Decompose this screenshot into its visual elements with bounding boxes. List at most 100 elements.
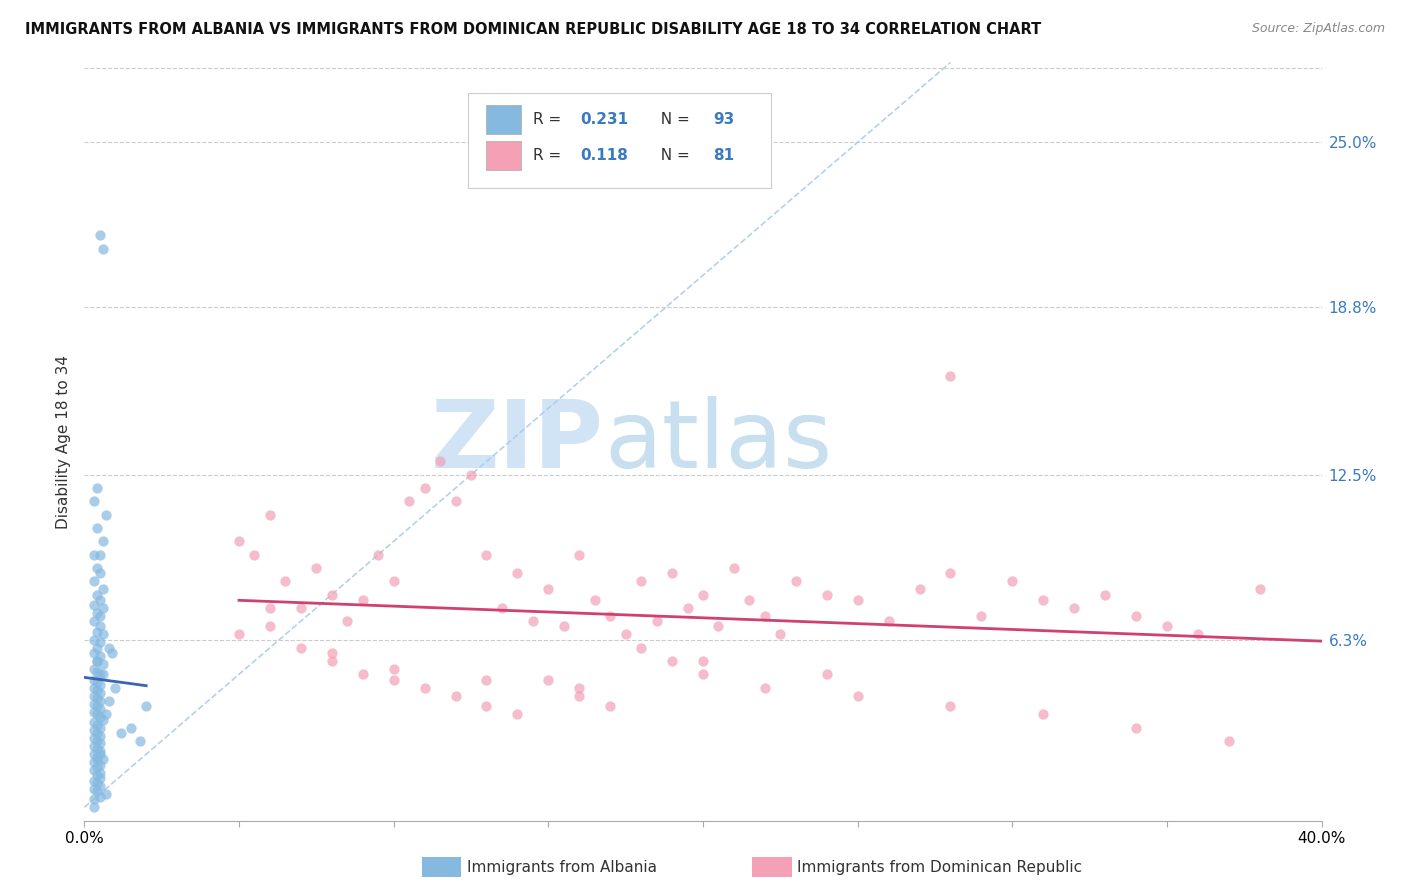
Point — [83, 614, 105, 628]
Point — [83, 723, 105, 738]
Point — [413, 681, 436, 695]
Point — [599, 699, 621, 714]
Point — [352, 667, 374, 681]
Point — [89, 548, 111, 562]
Point — [785, 574, 807, 589]
Point — [86, 521, 108, 535]
Point — [630, 574, 652, 589]
Point — [846, 592, 869, 607]
Point — [382, 673, 405, 687]
Point — [83, 739, 105, 753]
Point — [110, 726, 132, 740]
Point — [91, 667, 114, 681]
Point — [568, 548, 591, 562]
Point — [89, 737, 111, 751]
Point — [846, 689, 869, 703]
Point — [645, 614, 668, 628]
Point — [83, 673, 105, 687]
Point — [89, 592, 111, 607]
Point — [754, 681, 776, 695]
Point — [86, 752, 108, 766]
Point — [475, 548, 498, 562]
Y-axis label: Disability Age 18 to 34: Disability Age 18 to 34 — [56, 354, 72, 529]
Text: Immigrants from Albania: Immigrants from Albania — [467, 860, 657, 874]
Point — [89, 702, 111, 716]
Point — [290, 640, 312, 655]
Point — [91, 713, 114, 727]
Point — [661, 654, 683, 668]
Point — [692, 654, 714, 668]
Text: 0.231: 0.231 — [581, 112, 628, 127]
Point — [94, 508, 117, 522]
Point — [83, 705, 105, 719]
Point — [86, 749, 108, 764]
Point — [89, 789, 111, 804]
Point — [877, 614, 900, 628]
FancyBboxPatch shape — [486, 105, 522, 134]
Point — [321, 654, 343, 668]
Point — [86, 624, 108, 639]
Point — [630, 640, 652, 655]
FancyBboxPatch shape — [468, 93, 770, 187]
Point — [94, 707, 117, 722]
Point — [89, 779, 111, 793]
Point — [1125, 608, 1147, 623]
Point — [1032, 592, 1054, 607]
Point — [86, 665, 108, 679]
Point — [939, 699, 962, 714]
Point — [614, 627, 637, 641]
Point — [321, 646, 343, 660]
Point — [259, 619, 281, 633]
Point — [1125, 721, 1147, 735]
Point — [676, 600, 699, 615]
Point — [89, 721, 111, 735]
Point — [91, 582, 114, 597]
Point — [553, 619, 575, 633]
Text: 0.118: 0.118 — [581, 148, 628, 163]
Point — [83, 689, 105, 703]
Point — [1063, 600, 1085, 615]
Point — [1249, 582, 1271, 597]
Point — [83, 494, 105, 508]
Point — [86, 691, 108, 706]
Point — [444, 494, 467, 508]
Text: Source: ZipAtlas.com: Source: ZipAtlas.com — [1251, 22, 1385, 36]
Point — [89, 678, 111, 692]
Point — [305, 561, 328, 575]
Point — [506, 566, 529, 581]
Point — [89, 744, 111, 758]
Point — [1187, 627, 1209, 641]
Point — [815, 587, 838, 601]
Point — [259, 600, 281, 615]
Point — [707, 619, 730, 633]
Text: 81: 81 — [713, 148, 734, 163]
Point — [91, 657, 114, 671]
Point — [89, 710, 111, 724]
Point — [970, 608, 993, 623]
Point — [1156, 619, 1178, 633]
Point — [243, 548, 266, 562]
Point — [429, 454, 451, 468]
Point — [413, 481, 436, 495]
Point — [86, 654, 108, 668]
Point — [908, 582, 931, 597]
Point — [83, 697, 105, 711]
Point — [83, 781, 105, 796]
Point — [568, 689, 591, 703]
Point — [83, 646, 105, 660]
Point — [290, 600, 312, 615]
Point — [83, 548, 105, 562]
Point — [228, 627, 250, 641]
Point — [382, 574, 405, 589]
Point — [104, 681, 127, 695]
Point — [723, 561, 745, 575]
Point — [83, 800, 105, 814]
Point — [86, 587, 108, 601]
Point — [86, 675, 108, 690]
Point — [1001, 574, 1024, 589]
Point — [86, 741, 108, 756]
Point — [583, 592, 606, 607]
Point — [86, 760, 108, 774]
Point — [491, 600, 513, 615]
Point — [475, 673, 498, 687]
